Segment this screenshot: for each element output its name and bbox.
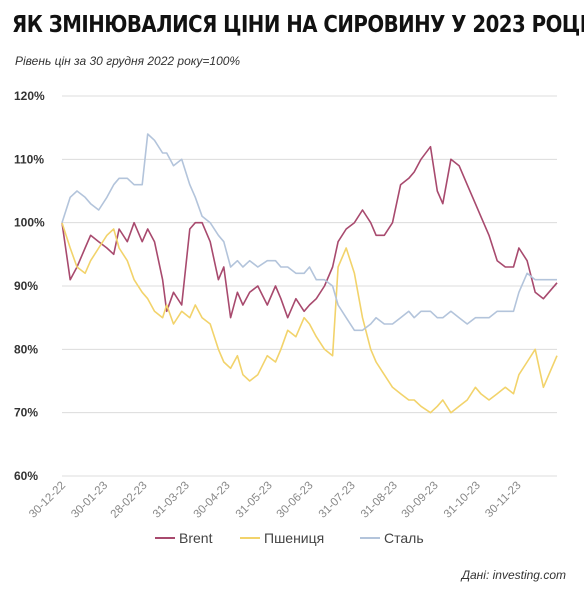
y-tick-label: 120% bbox=[14, 89, 45, 103]
series-line-1 bbox=[61, 222, 558, 414]
x-tick-label: 30-04-23 bbox=[192, 480, 233, 521]
chart-subtitle: Рівень цін за 30 грудня 2022 року=100% bbox=[15, 54, 241, 68]
series-line-2 bbox=[61, 133, 557, 332]
legend: Brent Пшениця Сталь bbox=[155, 530, 424, 546]
series-lines bbox=[61, 133, 558, 414]
legend-label: Brent bbox=[179, 530, 213, 546]
x-tick-label: 30-01-23 bbox=[69, 480, 110, 521]
x-tick-label: 31-03-23 bbox=[151, 480, 192, 521]
y-axis: 60% 70% 80% 90% 100% 110% 120% bbox=[14, 89, 45, 483]
y-tick-label: 90% bbox=[14, 279, 38, 293]
y-tick-label: 80% bbox=[14, 342, 38, 356]
y-tick-label: 100% bbox=[14, 216, 45, 230]
legend-label: Сталь bbox=[384, 530, 424, 546]
series-line-0 bbox=[61, 145, 558, 319]
y-tick-label: 60% bbox=[14, 469, 38, 483]
x-tick-label: 30-09-23 bbox=[400, 480, 441, 521]
x-tick-label: 30-06-23 bbox=[275, 480, 316, 521]
x-tick-label: 30-12-22 bbox=[27, 480, 68, 521]
grid bbox=[62, 95, 557, 477]
data-source: Дані: investing.com bbox=[461, 568, 566, 582]
x-tick-label: 31-05-23 bbox=[234, 480, 275, 521]
y-tick-label: 110% bbox=[14, 152, 44, 166]
legend-label: Пшениця bbox=[264, 530, 324, 546]
x-tick-label: 28-02-23 bbox=[109, 480, 150, 521]
x-tick-label: 31-07-23 bbox=[317, 480, 358, 521]
x-tick-label: 30-11-23 bbox=[483, 480, 523, 520]
x-tick-label: 31-08-23 bbox=[359, 480, 400, 521]
y-tick-label: 70% bbox=[14, 406, 38, 420]
x-tick-label: 31-10-23 bbox=[442, 480, 483, 521]
chart-title: ЯК ЗМІНЮВАЛИСЯ ЦІНИ НА СИРОВИНУ У 2023 Р… bbox=[12, 10, 584, 38]
